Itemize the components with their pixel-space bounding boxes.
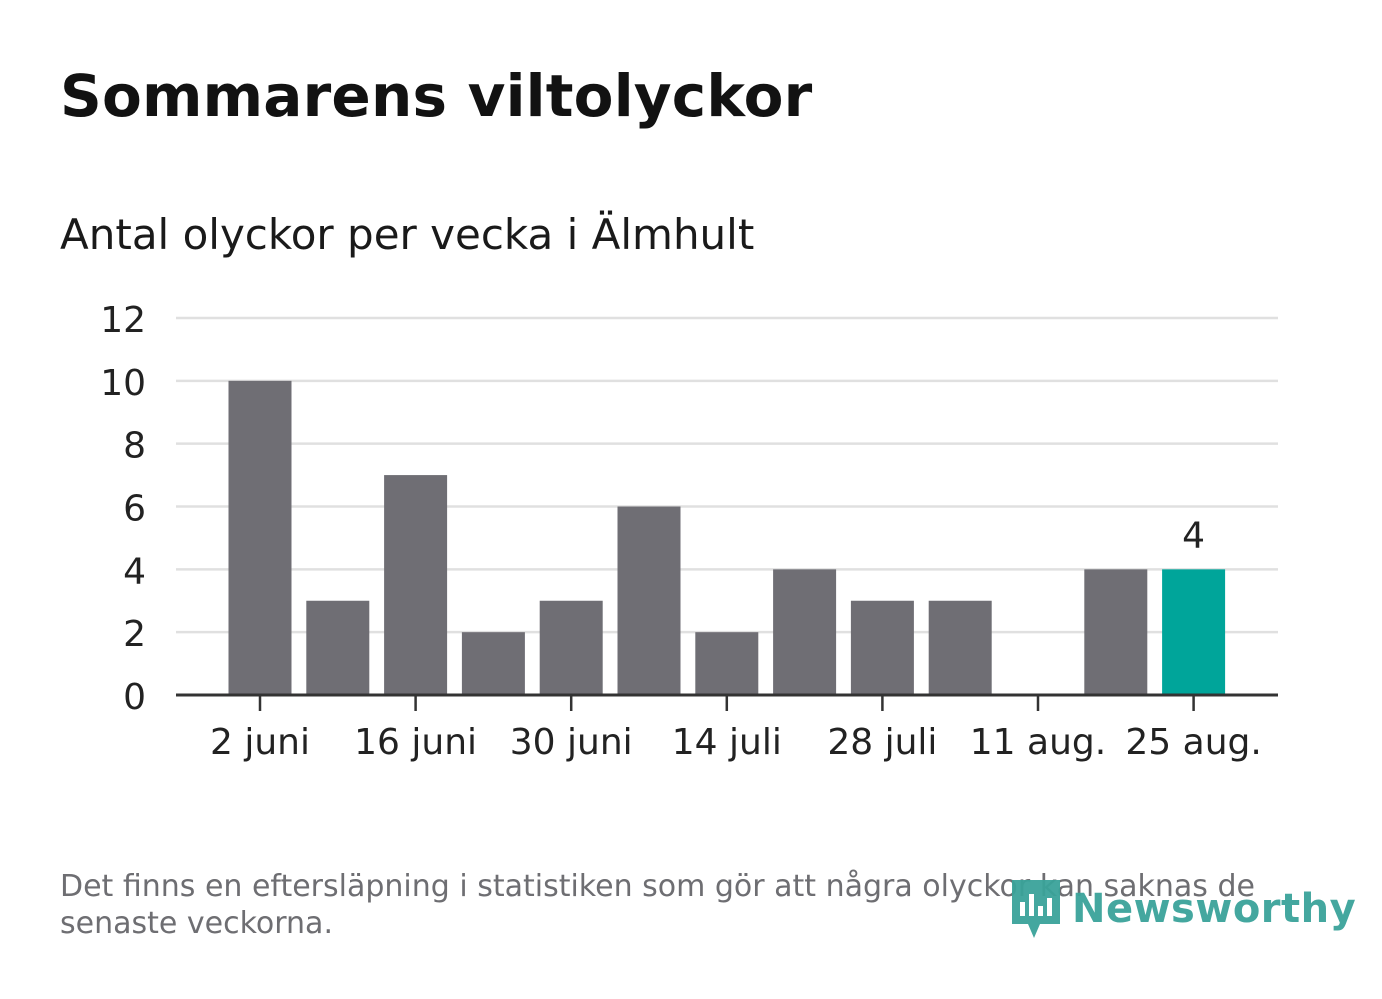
chart-title: Sommarens viltolyckor [60,62,813,130]
y-tick-label: 2 [123,614,146,655]
bar-chart: 0 2 4 6 8 10 12 2 juni 16 juni 30 juni 14 juli 28 j… [100,300,1278,763]
bar [773,569,837,695]
labels: 0 2 4 6 8 10 12 2 juni 16 juni 30 juni 14 juli 28 j… [100,300,1262,763]
bar [384,475,448,695]
bar [461,632,525,695]
x-tick-label: 2 juni [210,722,310,763]
bar [539,600,603,695]
bar [928,600,992,695]
y-tick-label: 0 [123,677,146,718]
bar [1084,569,1148,695]
bars [228,380,1226,695]
y-tick-label: 8 [123,426,146,467]
y-tick-label: 10 [100,363,146,404]
bar [228,380,292,695]
x-tick-label: 28 juli [827,722,937,763]
x-tick-label: 16 juni [354,722,477,763]
y-tick-label: 6 [123,489,146,530]
x-tick-label: 25 aug. [1125,722,1261,763]
newsworthy-logo-icon [1012,880,1060,938]
x-axis [176,693,1278,711]
bar [306,600,370,695]
bar [617,506,681,695]
x-tick-label: 11 aug. [970,722,1106,763]
bar-highlight [1162,569,1226,695]
newsworthy-logo: Newsworthy [1010,878,1356,940]
y-tick-label: 4 [123,551,146,592]
x-tick-label: 14 juli [672,722,782,763]
logo-text: Newsworthy [1072,886,1357,932]
x-tick-label: 30 juni [510,722,633,763]
chart-subtitle: Antal olyckor per vecka i Älmhult [60,210,755,259]
data-label: 4 [1182,515,1205,556]
bar [695,632,759,695]
y-tick-label: 12 [100,300,146,341]
bar [850,600,914,695]
